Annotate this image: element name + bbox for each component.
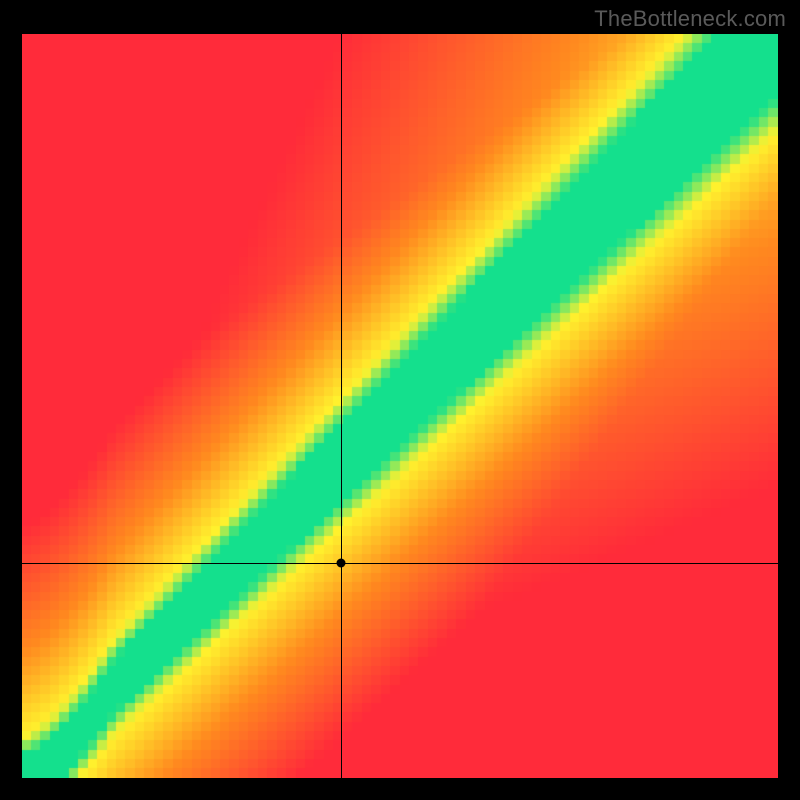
heatmap-canvas: [22, 34, 778, 778]
watermark-text: TheBottleneck.com: [594, 6, 786, 32]
crosshair-horizontal: [22, 563, 778, 564]
chart-container: TheBottleneck.com: [0, 0, 800, 800]
crosshair-vertical: [341, 34, 342, 778]
plot-area: [22, 34, 778, 778]
data-point-marker: [337, 558, 346, 567]
